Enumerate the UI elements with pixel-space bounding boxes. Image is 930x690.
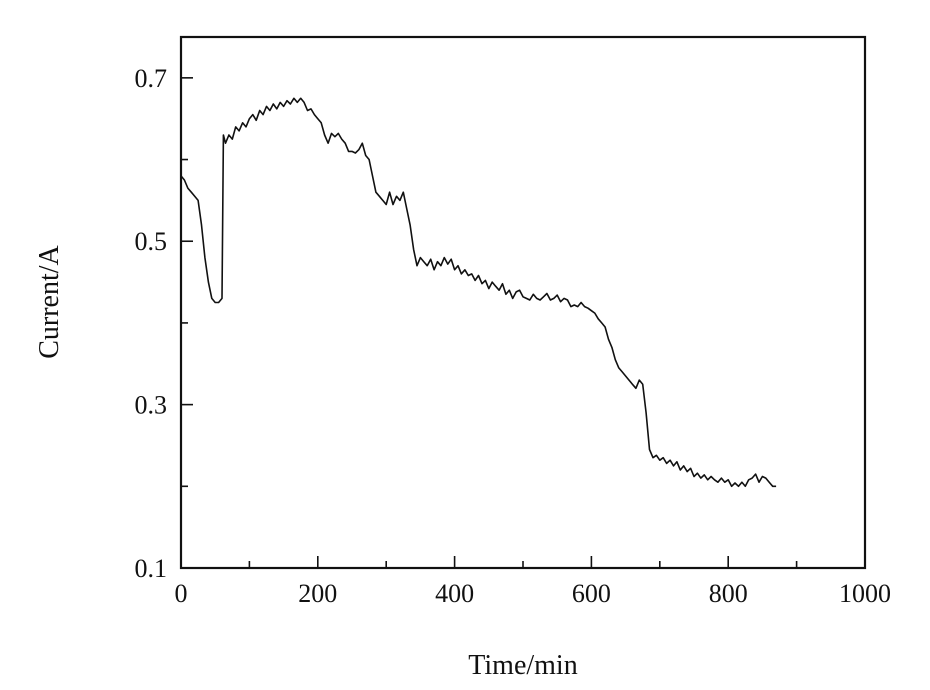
- x-axis-title: Time/min: [468, 650, 577, 681]
- x-tick-label: 1000: [839, 579, 891, 608]
- y-tick-label: 0.5: [135, 227, 168, 256]
- series-line: [180, 97, 777, 488]
- y-tick-label: 0.1: [135, 554, 168, 583]
- y-tick-label: 0.7: [135, 64, 168, 93]
- y-axis-title: Current/A: [34, 244, 65, 358]
- x-tick-label: 600: [572, 579, 611, 608]
- x-tick-label: 0: [175, 579, 188, 608]
- x-tick-label: 400: [435, 579, 474, 608]
- x-tick-label: 800: [709, 579, 748, 608]
- y-tick-label: 0.3: [135, 391, 168, 420]
- plot-frame: [179, 35, 867, 570]
- tick-labels: 0 200 400 600 800 1000 0.1 0.3 0.5 0.7: [135, 64, 892, 608]
- x-tick-label: 200: [298, 579, 337, 608]
- axis-ticks: [180, 77, 866, 569]
